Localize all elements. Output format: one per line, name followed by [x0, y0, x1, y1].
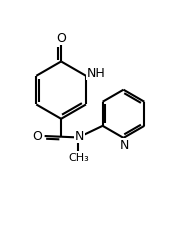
Text: O: O: [56, 32, 66, 45]
Text: O: O: [32, 130, 42, 143]
Text: N: N: [75, 130, 84, 143]
Text: NH: NH: [87, 67, 106, 80]
Text: CH₃: CH₃: [69, 153, 89, 163]
Text: N: N: [120, 139, 129, 152]
